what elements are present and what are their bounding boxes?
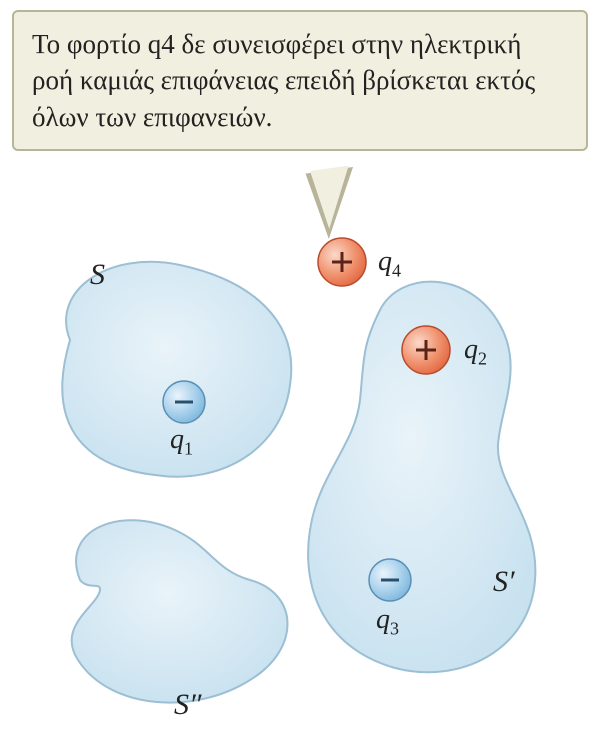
label-q2: q2 <box>464 334 487 370</box>
charge-q4 <box>318 238 366 286</box>
label-Sdprime: S″ <box>174 688 202 722</box>
callout-text: Το φορτίο q4 δε συνεισφέρει στην ηλεκτρι… <box>32 29 535 132</box>
charge-q3 <box>369 559 411 601</box>
callout-box: Το φορτίο q4 δε συνεισφέρει στην ηλεκτρι… <box>12 10 588 151</box>
label-q4: q4 <box>378 246 401 282</box>
charge-q1 <box>163 381 205 423</box>
label-q3: q3 <box>376 604 399 640</box>
surface-Sdprime <box>72 520 288 702</box>
label-Sprime: S′ <box>493 565 515 599</box>
diagram-area: S S′ S″ q4 q2 q1 q3 <box>0 210 600 731</box>
label-q1: q1 <box>170 424 193 460</box>
charge-q2 <box>402 326 450 374</box>
label-S: S <box>90 258 105 292</box>
